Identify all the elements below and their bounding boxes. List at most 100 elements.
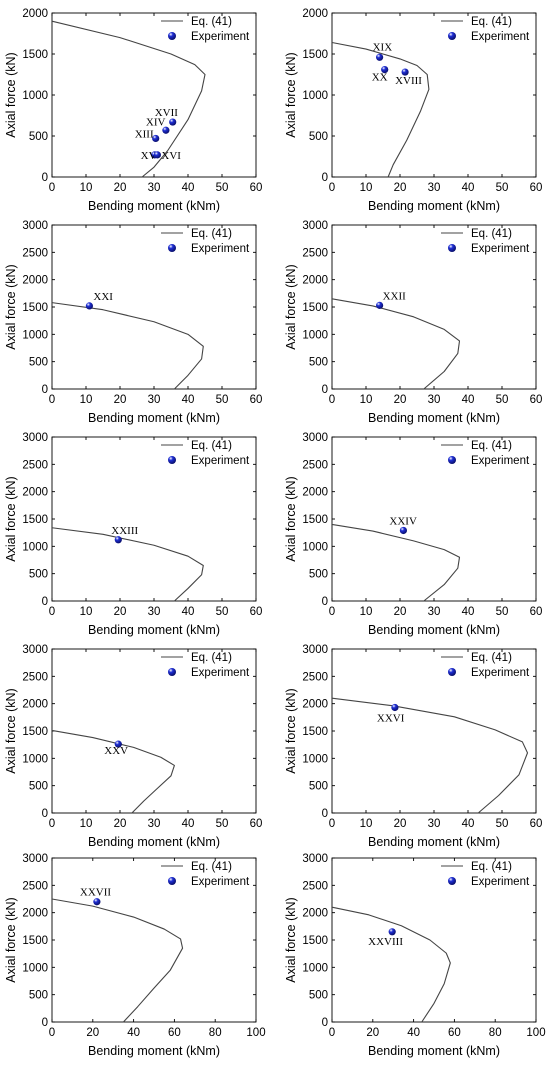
x-tick-label: 40: [462, 394, 475, 406]
y-tick-label: 0: [42, 808, 48, 820]
legend-label-curve: Eq. (41): [471, 16, 512, 28]
interaction-curve: [51, 302, 204, 390]
x-tick-label: 50: [216, 182, 229, 194]
y-axis-label: Axial force (kN): [284, 688, 298, 773]
x-axis-label: Bending moment (kNm): [88, 199, 220, 213]
x-tick-label: 60: [250, 182, 263, 194]
x-axis-label: Bending moment (kNm): [88, 623, 220, 637]
x-axis-label: Bending moment (kNm): [88, 835, 220, 849]
y-tick-label: 1500: [22, 935, 48, 947]
x-tick-label: 100: [246, 1027, 265, 1039]
legend-label-curve: Eq. (41): [191, 861, 232, 873]
chart-panel-9: 0 20 40 60 80 100050010001500200025003000Bend…: [4, 853, 266, 1058]
x-tick-label: 0: [49, 1027, 55, 1039]
x-tick-label: 40: [462, 606, 475, 618]
point-label: XXV: [104, 745, 128, 757]
interaction-curve: [331, 906, 451, 1023]
point-label: XVII: [155, 107, 179, 119]
point-label: XIII: [135, 128, 154, 140]
legend-label-experiment: Experiment: [191, 243, 250, 255]
interaction-curve: [331, 41, 430, 178]
y-tick-label: 2500: [22, 880, 48, 892]
x-tick-label: 0: [329, 1027, 335, 1039]
x-tick-label: 30: [428, 394, 441, 406]
y-axis-label: Axial force (kN): [284, 264, 298, 349]
y-tick-label: 3000: [22, 432, 48, 444]
legend-label-curve: Eq. (41): [471, 861, 512, 873]
point-label: XVI: [161, 150, 181, 162]
x-tick-label: 0: [49, 182, 55, 194]
legend-marker-swatch: [448, 32, 456, 40]
x-tick-label: 60: [250, 394, 263, 406]
experiment-point: [376, 301, 384, 309]
y-tick-label: 2000: [302, 275, 328, 287]
x-tick-label: 10: [80, 818, 93, 830]
experiment-point: [85, 302, 93, 310]
experiment-point: [114, 536, 122, 544]
legend-marker-swatch: [168, 32, 176, 40]
interaction-curve: [51, 898, 184, 1023]
chart-panel-3: 0 10 20 30 40 50 60 0 500 1000 1500 2000 2500 3000 Ben…: [4, 220, 262, 425]
x-tick-label: 40: [182, 606, 195, 618]
x-axis-label: Bending moment (kNm): [368, 199, 500, 213]
x-tick-label: 60: [168, 1027, 181, 1039]
x-tick-label: 20: [114, 394, 127, 406]
x-tick-label: 10: [80, 182, 93, 194]
y-tick-label: 0: [322, 172, 328, 184]
y-tick-label: 3000: [302, 644, 328, 656]
chart-panel-2: 0 10 20 30 40 50 60 0 500 1000 1500 2000 Bending mom…: [284, 8, 542, 213]
y-tick-label: 1000: [302, 541, 328, 553]
y-tick-label: 0: [42, 1017, 48, 1029]
x-tick-label: 30: [148, 182, 161, 194]
y-tick-label: 2500: [302, 459, 328, 471]
y-tick-label: 1500: [302, 935, 328, 947]
x-axis-label: Bending moment (kNm): [368, 411, 500, 425]
x-tick-label: 20: [394, 182, 407, 194]
y-tick-label: 1000: [22, 962, 48, 974]
x-tick-label: 20: [114, 606, 127, 618]
x-tick-label: 0: [329, 182, 335, 194]
experiment-point: [376, 53, 384, 61]
experiment-point: [114, 740, 122, 748]
x-tick-label: 30: [428, 182, 441, 194]
y-tick-label: 0: [322, 1017, 328, 1029]
x-axis-label: Bending moment (kNm): [368, 1044, 500, 1058]
legend-label-curve: Eq. (41): [471, 440, 512, 452]
experiment-point: [391, 703, 399, 712]
x-tick-label: 50: [496, 394, 509, 406]
y-tick-label: 500: [29, 131, 48, 143]
y-axis-label: Axial force (kN): [4, 52, 18, 137]
y-tick-label: 2000: [22, 275, 48, 287]
point-label: XV: [141, 150, 157, 162]
y-tick-label: 2500: [22, 671, 48, 683]
x-tick-label: 20: [86, 1027, 99, 1039]
x-tick-label: 10: [360, 818, 373, 830]
x-tick-label: 60: [530, 606, 543, 618]
x-tick-label: 0: [329, 606, 335, 618]
experiment-point: [152, 134, 160, 143]
legend-marker-swatch: [448, 877, 456, 885]
y-tick-label: 0: [42, 172, 48, 184]
x-axis-label: Bending moment (kNm): [368, 835, 500, 849]
x-tick-label: 60: [250, 606, 263, 618]
y-tick-label: 1000: [22, 541, 48, 553]
interaction-curve: [51, 527, 204, 602]
y-axis-label: Axial force (kN): [4, 688, 18, 773]
chart-panel-6: 0 10 20 30 40 50 60 0 500 1000 1500 2000 2500 3000 Ben…: [284, 432, 542, 637]
y-tick-label: 2000: [22, 487, 48, 499]
y-tick-label: 1500: [22, 514, 48, 526]
y-tick-label: 3000: [22, 853, 48, 865]
x-tick-label: 30: [428, 818, 441, 830]
legend-marker-swatch: [448, 456, 456, 464]
legend-marker-swatch: [168, 877, 176, 885]
y-tick-label: 1500: [302, 49, 328, 61]
legend-label-curve: Eq. (41): [471, 652, 512, 664]
x-tick-label: 10: [360, 606, 373, 618]
legend-label-experiment: Experiment: [191, 876, 250, 888]
experiment-point: [153, 151, 161, 159]
y-axis-label: Axial force (kN): [4, 897, 18, 982]
x-tick-label: 40: [462, 182, 475, 194]
x-tick-label: 40: [407, 1027, 420, 1039]
x-tick-label: 10: [360, 182, 373, 194]
